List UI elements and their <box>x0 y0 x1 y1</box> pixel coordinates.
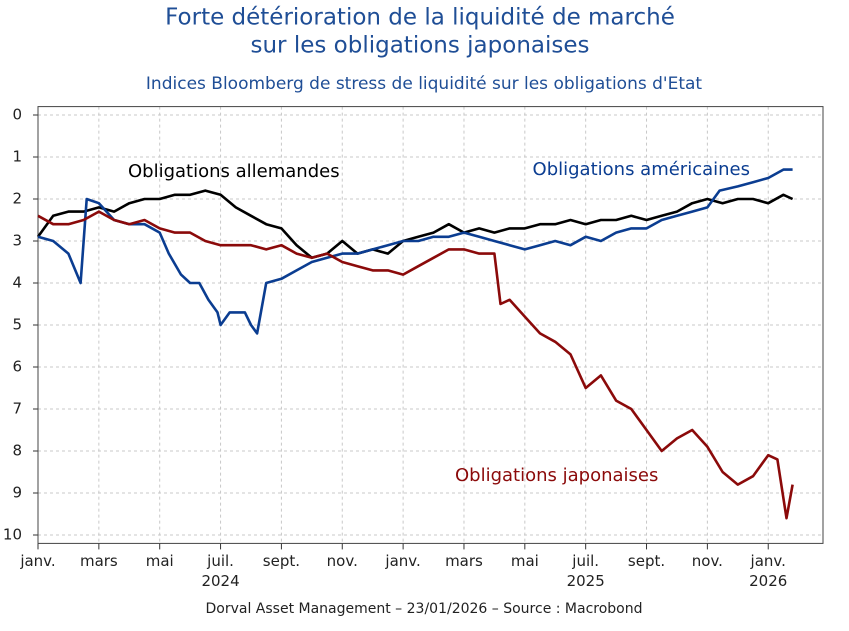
y-tick-label: 7 <box>12 400 22 418</box>
y-tick-label: 9 <box>12 484 22 502</box>
y-tick-label: 8 <box>12 442 22 460</box>
chart-subtitle: Indices Bloomberg de stress de liquidité… <box>146 74 702 94</box>
chart-title: sur les obligations japonaises <box>251 33 590 59</box>
chart-title: Forte détérioration de la liquidité de m… <box>165 5 675 31</box>
y-tick-label: 5 <box>12 316 22 334</box>
x-tick-label: sept. <box>263 552 300 570</box>
x-tick-label: janv. <box>19 552 55 570</box>
y-tick-label: 10 <box>3 526 22 544</box>
series-line <box>37 210 794 520</box>
x-tick-label: mars <box>445 552 483 570</box>
y-tick-label: 2 <box>12 190 22 208</box>
y-tick-label: 6 <box>12 358 22 376</box>
x-tick-label: mars <box>80 552 118 570</box>
year-label: 2024 <box>201 572 239 590</box>
x-tick-label: juil. <box>206 552 234 570</box>
y-tick-label: 0 <box>12 106 22 124</box>
source-note: Dorval Asset Management – 23/01/2026 – S… <box>205 601 642 617</box>
series-label: Obligations japonaises <box>455 465 658 486</box>
x-tick-label: nov. <box>327 552 358 570</box>
x-tick-label: mai <box>511 552 539 570</box>
y-tick-label: 1 <box>12 148 22 166</box>
x-tick-label: nov. <box>692 552 723 570</box>
series-label: Obligations américaines <box>533 159 750 180</box>
x-tick-label: sept. <box>628 552 665 570</box>
year-label: 2025 <box>567 572 605 590</box>
year-label: 2026 <box>749 572 787 590</box>
x-tick-label: janv. <box>750 552 786 570</box>
x-tick-label: janv. <box>384 552 420 570</box>
x-tick-label: mai <box>146 552 174 570</box>
plot-frame <box>37 106 824 544</box>
y-tick-label: 4 <box>12 274 22 292</box>
series-line <box>37 168 793 335</box>
y-tick-label: 3 <box>12 232 22 250</box>
x-tick-label: juil. <box>571 552 599 570</box>
series-line <box>36 189 794 260</box>
series-label: Obligations allemandes <box>128 161 340 182</box>
